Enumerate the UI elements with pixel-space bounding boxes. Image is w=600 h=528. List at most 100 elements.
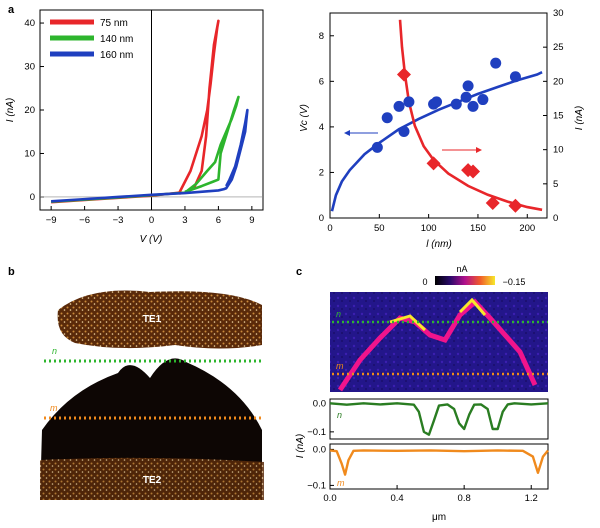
legend-label: 140 nm <box>100 34 133 45</box>
arrow-head-left <box>344 130 350 136</box>
x-tick-label: 0 <box>327 223 332 234</box>
chart-c-traces: 0.0 0.4 0.8 1.2 0.0 −0.1 0.0 −0.1 n m μm I (nA) <box>295 398 549 523</box>
x-tick-label: 100 <box>421 223 437 234</box>
data-point-vc <box>381 112 393 124</box>
data-point-vc <box>403 96 415 108</box>
y-tick-label-right: 25 <box>553 42 564 53</box>
data-point-vc <box>398 125 410 137</box>
y-tick-label: 20 <box>24 105 35 116</box>
y-tick-label-left: 8 <box>319 31 324 42</box>
x-tick-label: −9 <box>46 215 57 226</box>
y-tick-label-top: −0.1 <box>307 427 326 438</box>
y-tick-label: 30 <box>24 62 35 73</box>
colorbar-unit: nA <box>456 264 467 274</box>
trace-label-n: n <box>337 410 342 420</box>
x-tick-label: 0 <box>149 215 154 226</box>
y-tick-label-right: 0 <box>553 213 558 224</box>
trace-frame-m <box>329 443 549 490</box>
trace-frame-n <box>329 398 549 440</box>
fit-line-3 <box>398 19 543 212</box>
data-point-vc <box>477 94 489 106</box>
label-m: m <box>50 403 58 413</box>
series-group <box>329 402 549 476</box>
panel-letter-a: a <box>8 4 15 16</box>
data-point-vc <box>371 141 383 153</box>
y-tick-label-top: 0.0 <box>313 398 326 409</box>
y-axis-label: I (nA) <box>5 98 16 122</box>
x-tick-label: 0.0 <box>323 493 336 504</box>
data-point-i <box>426 156 441 171</box>
y-tick-label-bottom: 0.0 <box>313 444 326 455</box>
x-tick-label: 9 <box>249 215 254 226</box>
current-map <box>330 292 548 392</box>
series-line-0 <box>51 19 220 204</box>
map-peak <box>389 297 487 332</box>
data-point-i <box>396 67 411 82</box>
y-tick-label-right: 30 <box>553 8 564 19</box>
panel-letter-b: b <box>8 266 15 278</box>
tick-group: 0.0 0.4 0.8 1.2 0.0 −0.1 0.0 −0.1 <box>307 398 538 504</box>
data-point-vc <box>467 100 479 112</box>
y-tick-label-bottom: −0.1 <box>307 480 326 491</box>
series-group <box>51 19 249 204</box>
colorbar-max: −0.15 <box>503 277 526 287</box>
label-te1: TE1 <box>143 314 162 325</box>
arrow-head-right <box>476 147 482 153</box>
label-n: n <box>52 346 57 356</box>
x-tick-label: 6 <box>216 215 221 226</box>
colorbar <box>435 276 495 285</box>
x-tick-label: −6 <box>79 215 90 226</box>
y-tick-label-left: 6 <box>319 76 324 87</box>
x-tick-label: 3 <box>182 215 187 226</box>
x-tick-label: 0.8 <box>458 493 471 504</box>
data-point-i <box>485 195 500 210</box>
data-point-vc <box>431 96 443 108</box>
y-tick-label: 0 <box>30 192 35 203</box>
legend-label: 160 nm <box>100 50 133 61</box>
data-point-vc <box>460 91 472 103</box>
y-axis-label: I (nA) <box>295 434 306 458</box>
y-tick-label-right: 15 <box>553 111 564 122</box>
y-tick-label-right: 20 <box>553 76 564 87</box>
x-tick-label: 0.4 <box>390 493 403 504</box>
x-axis-label: μm <box>432 512 446 523</box>
trace-line-n <box>329 402 549 436</box>
chart-a-right: 0 50 100 150 200 0 2 4 6 8 0 5 10 15 20 25 30 l (nm) Vc … <box>299 8 585 250</box>
y-axis-label-left: Vc (V) <box>299 104 310 132</box>
x-tick-label: 1.2 <box>525 493 538 504</box>
trace-label-m: m <box>337 478 345 488</box>
series-line-1 <box>51 95 240 204</box>
map-label-m: m <box>336 361 344 371</box>
y-tick-label-left: 4 <box>319 122 324 133</box>
x-axis-label: l (nm) <box>426 239 452 250</box>
legend: 75 nm 140 nm 160 nm <box>50 18 133 61</box>
legend-label: 75 nm <box>100 18 128 29</box>
panel-b-image: TE1 TE2 n m <box>40 290 264 500</box>
series-line-2 <box>51 108 249 203</box>
x-tick-label: 200 <box>519 223 535 234</box>
y-tick-label: 40 <box>24 18 35 29</box>
tick-group: −9 −6 −3 0 3 6 9 0 10 20 30 40 <box>24 10 263 226</box>
y-axis-label-right: I (nA) <box>574 106 585 130</box>
series-group <box>330 19 543 213</box>
data-point-vc <box>462 80 474 92</box>
x-tick-label: 50 <box>374 223 385 234</box>
electrode-te1 <box>57 290 262 349</box>
trace-line-m <box>329 449 549 476</box>
fit-line-2 <box>330 71 543 212</box>
y-tick-label-right: 10 <box>553 145 564 156</box>
colorbar-min: 0 <box>422 277 427 287</box>
y-tick-label: 10 <box>24 148 35 159</box>
map-hot-ridge <box>337 298 538 392</box>
data-point-vc <box>509 71 521 83</box>
y-tick-label-left: 2 <box>319 167 324 178</box>
y-tick-label-left: 0 <box>319 213 324 224</box>
data-point-vc <box>393 100 405 112</box>
panel-c-map: nA 0 −0.15 n m <box>330 264 548 392</box>
x-tick-label: 150 <box>470 223 486 234</box>
tick-group: 0 50 100 150 200 0 2 4 6 8 0 5 10 15 20 25 30 <box>319 8 564 234</box>
data-point-i <box>508 198 523 213</box>
panel-letter-c: c <box>296 266 302 278</box>
x-axis-label: V (V) <box>140 234 163 245</box>
